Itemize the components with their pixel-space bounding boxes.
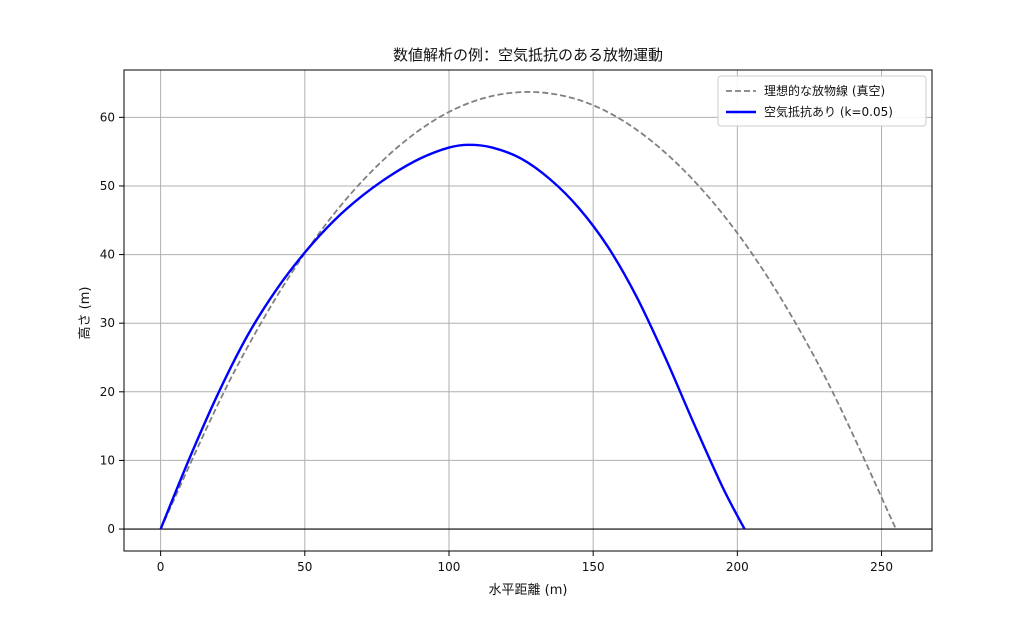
y-axis-label: 高さ (m) bbox=[77, 287, 93, 340]
grid bbox=[124, 70, 932, 551]
y-tick-label: 40 bbox=[100, 248, 115, 262]
x-tick-label: 0 bbox=[157, 560, 165, 574]
y-tick-label: 10 bbox=[100, 453, 115, 467]
x-tick-label: 200 bbox=[726, 560, 749, 574]
y-tick-label: 60 bbox=[100, 110, 115, 124]
y-tick-label: 0 bbox=[107, 522, 115, 536]
legend-label-2: 空気抵抗あり (k=0.05) bbox=[764, 104, 893, 119]
series-line-2 bbox=[159, 143, 746, 530]
axis-ticks: 0 50 100 150 200 250 0 10 20 30 40 50 60 bbox=[100, 110, 893, 574]
x-tick-label: 250 bbox=[870, 560, 893, 574]
legend-label-1: 理想的な放物線 (真空) bbox=[764, 83, 885, 98]
series-layer bbox=[159, 91, 897, 530]
plot-frame bbox=[123, 69, 933, 552]
chart-title: 数値解析の例：空気抵抗のある放物運動 bbox=[393, 46, 663, 64]
series-line-1 bbox=[159, 91, 897, 530]
y-tick-label: 50 bbox=[100, 179, 115, 193]
y-tick-label: 20 bbox=[100, 385, 115, 399]
y-tick-label: 30 bbox=[100, 316, 115, 330]
x-tick-label: 150 bbox=[582, 560, 605, 574]
x-tick-label: 100 bbox=[438, 560, 461, 574]
legend-box bbox=[717, 75, 927, 127]
x-axis-label: 水平距離 (m) bbox=[489, 583, 568, 598]
legend: 理想的な放物線 (真空) 空気抵抗あり (k=0.05) bbox=[717, 75, 927, 127]
x-tick-label: 50 bbox=[297, 560, 312, 574]
